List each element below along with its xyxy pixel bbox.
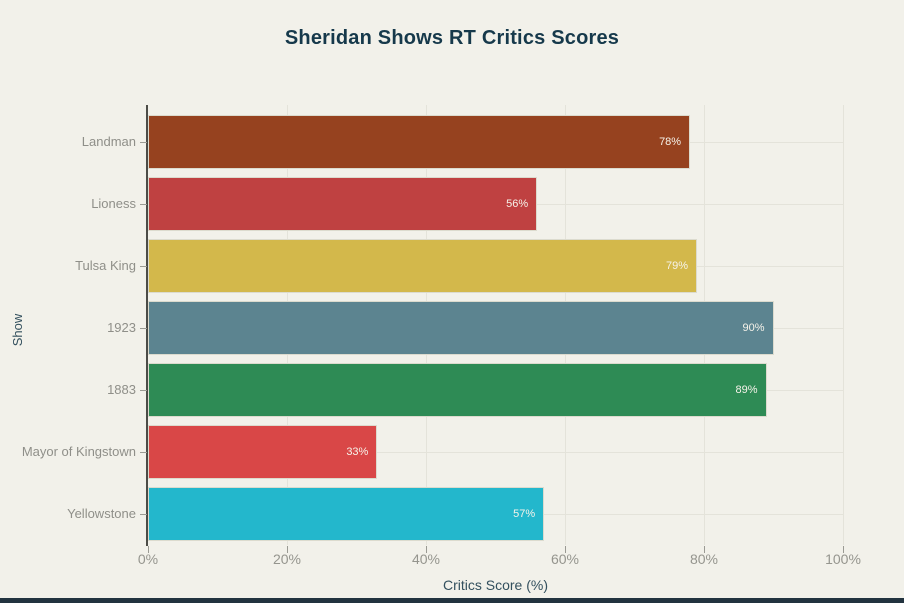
bar-mayor-of-kingstown: 33%: [148, 425, 378, 479]
horizontal-gridline: [148, 452, 843, 453]
y-tick-mark: [140, 452, 147, 453]
y-category-label: Lioness: [91, 196, 136, 211]
bar-row: 79%: [148, 235, 843, 297]
y-tick-mark: [140, 328, 147, 329]
x-tick-label: 40%: [411, 551, 441, 567]
bar-row: 57%: [148, 483, 843, 545]
bar-value-label: 90%: [742, 322, 765, 334]
bar-value-label: 79%: [666, 260, 689, 272]
y-category-label: Mayor of Kingstown: [21, 444, 136, 459]
x-tick-label: 0%: [137, 551, 159, 567]
x-tick-mark: [426, 546, 427, 553]
bar-row: 78%: [148, 111, 843, 173]
y-axis-line: [146, 105, 148, 546]
y-tick-mark: [140, 390, 147, 391]
bar-value-label: 33%: [346, 446, 369, 458]
bar-row: 89%: [148, 359, 843, 421]
y-category-label: 1883: [107, 382, 136, 397]
bar-1923: 90%: [148, 301, 774, 355]
bar-1883: 89%: [148, 363, 767, 417]
x-tick-label: 80%: [689, 551, 719, 567]
x-tick-mark: [287, 546, 288, 553]
x-tick-mark: [565, 546, 566, 553]
footer-strip: [0, 598, 904, 603]
bar-lioness: 56%: [148, 177, 538, 231]
bar-row: 33%: [148, 421, 843, 483]
y-tick-mark: [140, 514, 147, 515]
bar-value-label: 78%: [659, 136, 682, 148]
vertical-gridline: [843, 105, 844, 545]
x-tick-label: 100%: [825, 551, 861, 567]
y-category-label: Tulsa King: [75, 258, 136, 273]
bar-value-label: 56%: [506, 198, 529, 210]
x-axis-title: Critics Score (%): [442, 577, 548, 593]
bar-tulsa-king: 79%: [148, 239, 698, 293]
x-tick-label: 20%: [272, 551, 302, 567]
x-tick-mark: [843, 546, 844, 553]
bar-row: 56%: [148, 173, 843, 235]
bar-landman: 78%: [148, 115, 691, 169]
y-category-label: 1923: [107, 320, 136, 335]
y-category-label: Yellowstone: [67, 506, 136, 521]
x-tick-label: 60%: [550, 551, 580, 567]
chart-title: Sheridan Shows RT Critics Scores: [284, 27, 620, 49]
plot-area: 78% 56% 79% 90% 89% 33% 57%: [148, 105, 844, 545]
bar-row: 90%: [148, 297, 843, 359]
bar-value-label: 89%: [735, 384, 758, 396]
bar-yellowstone: 57%: [148, 487, 545, 541]
bar-value-label: 57%: [513, 508, 536, 520]
y-tick-mark: [140, 266, 147, 267]
x-tick-mark: [704, 546, 705, 553]
y-tick-mark: [140, 204, 147, 205]
x-tick-mark: [148, 546, 149, 553]
y-tick-mark: [140, 142, 147, 143]
y-category-label: Landman: [81, 134, 136, 149]
